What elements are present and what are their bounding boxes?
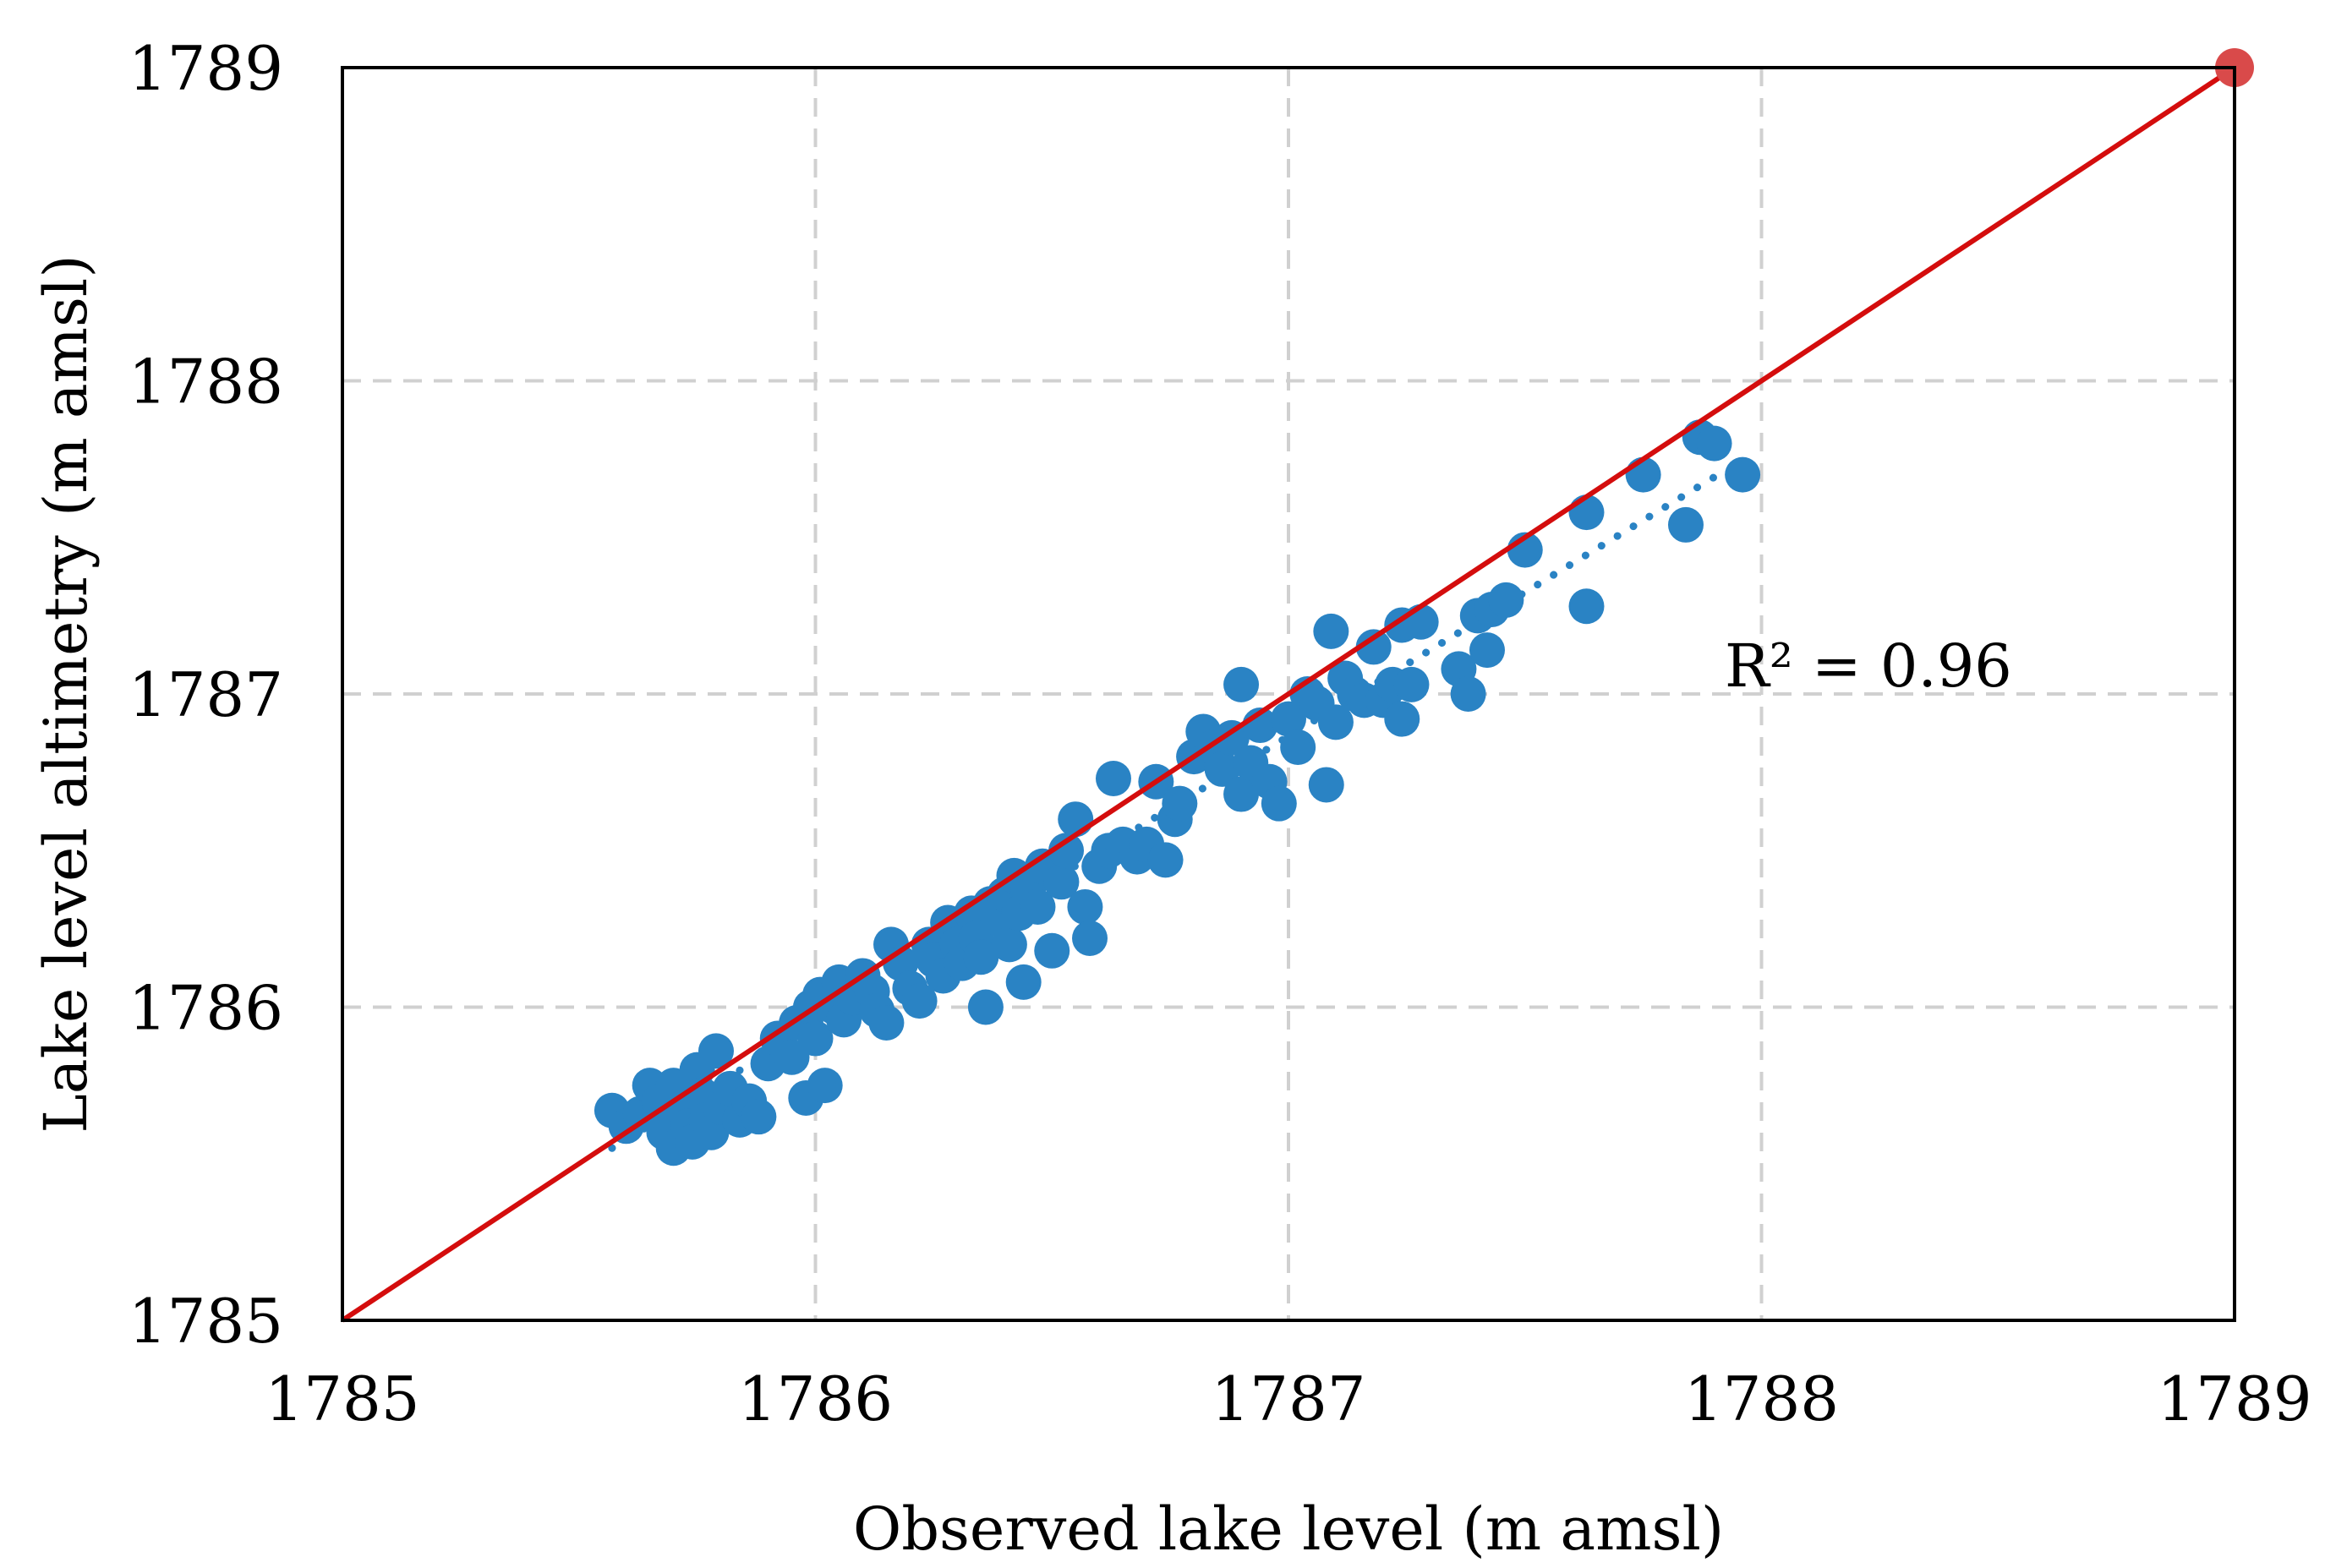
data-point-91 bbox=[1280, 729, 1316, 765]
data-point-16 bbox=[698, 1033, 735, 1069]
data-point-52 bbox=[967, 989, 1004, 1025]
data-point-51 bbox=[963, 939, 999, 975]
data-point-95 bbox=[1313, 613, 1349, 649]
data-point-96 bbox=[1317, 704, 1354, 740]
data-point-64 bbox=[1043, 864, 1080, 900]
data-point-68 bbox=[1072, 920, 1108, 956]
data-point-56 bbox=[991, 926, 1027, 963]
data-point-90 bbox=[1271, 701, 1306, 737]
data-point-105 bbox=[1393, 666, 1430, 702]
x-axis-title: Observed lake level (m amsl) bbox=[853, 1494, 1724, 1564]
data-point-21 bbox=[741, 1099, 777, 1135]
data-point-117 bbox=[1667, 506, 1704, 543]
x-tick-label-1789: 1789 bbox=[2157, 1363, 2311, 1434]
data-point-63 bbox=[1034, 932, 1070, 969]
data-point-42 bbox=[901, 983, 938, 1019]
x-tick-label-1788: 1788 bbox=[1684, 1363, 1839, 1434]
data-point-71 bbox=[1095, 761, 1131, 797]
data-point-100 bbox=[1355, 629, 1392, 665]
data-point-59 bbox=[1005, 964, 1042, 1000]
data-point-84 bbox=[1223, 666, 1260, 702]
data-point-76 bbox=[1147, 842, 1184, 878]
data-point-67 bbox=[1067, 888, 1103, 925]
y-tick-label-1787: 1787 bbox=[129, 659, 283, 730]
data-point-119 bbox=[1696, 425, 1732, 462]
x-tick-label-1786: 1786 bbox=[738, 1363, 893, 1434]
y-tick-labels: 1785 1786 1787 1788 1789 bbox=[129, 33, 283, 1357]
data-point-30 bbox=[807, 1068, 843, 1104]
x-tick-label-1785: 1785 bbox=[265, 1363, 419, 1434]
data-point-115 bbox=[1568, 588, 1605, 625]
data-point-65 bbox=[1048, 833, 1085, 869]
data-point-66 bbox=[1058, 801, 1094, 838]
plot-frame bbox=[341, 66, 2236, 1322]
r-squared-annotation: R² = 0.96 bbox=[1725, 631, 2012, 701]
data-point-120 bbox=[1725, 456, 1761, 493]
data-point-78 bbox=[1162, 785, 1198, 822]
data-point-108 bbox=[1450, 676, 1486, 712]
data-point-112 bbox=[1488, 582, 1524, 618]
data-point-82 bbox=[1204, 751, 1240, 787]
data-point-114 bbox=[1568, 494, 1605, 531]
data-point-110 bbox=[1469, 632, 1505, 669]
data-point-94 bbox=[1308, 767, 1344, 803]
y-tick-label-1785: 1785 bbox=[129, 1286, 283, 1357]
y-tick-label-1789: 1789 bbox=[129, 33, 283, 104]
data-points bbox=[594, 419, 1761, 1166]
data-point-61 bbox=[1020, 888, 1056, 925]
y-tick-label-1788: 1788 bbox=[129, 347, 283, 418]
y-tick-label-1786: 1786 bbox=[129, 973, 283, 1044]
data-point-89 bbox=[1261, 785, 1297, 822]
data-point-116 bbox=[1625, 456, 1661, 493]
y-axis-title: Lake level altimetry (m amsl) bbox=[31, 254, 101, 1133]
x-tick-labels: 1785 1786 1787 1788 1789 bbox=[265, 1363, 2311, 1434]
data-point-28 bbox=[797, 1020, 834, 1057]
data-point-104 bbox=[1384, 701, 1420, 737]
x-tick-label-1787: 1787 bbox=[1211, 1363, 1365, 1434]
data-point-38 bbox=[868, 1005, 905, 1041]
identity-line bbox=[341, 65, 2236, 1323]
data-point-85 bbox=[1223, 776, 1260, 812]
data-point-83 bbox=[1213, 719, 1250, 756]
data-point-106 bbox=[1403, 604, 1439, 640]
data-point-24 bbox=[774, 1039, 810, 1075]
